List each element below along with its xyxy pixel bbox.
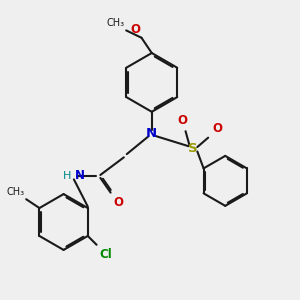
- Text: H: H: [63, 171, 71, 181]
- Text: O: O: [212, 122, 222, 135]
- Text: O: O: [178, 114, 188, 128]
- Text: CH₃: CH₃: [7, 187, 25, 197]
- Text: N: N: [74, 169, 85, 182]
- Text: S: S: [188, 142, 198, 155]
- Text: Cl: Cl: [100, 248, 112, 261]
- Text: O: O: [130, 23, 140, 36]
- Text: N: N: [146, 127, 157, 140]
- Text: CH₃: CH₃: [106, 18, 125, 28]
- Text: O: O: [114, 196, 124, 208]
